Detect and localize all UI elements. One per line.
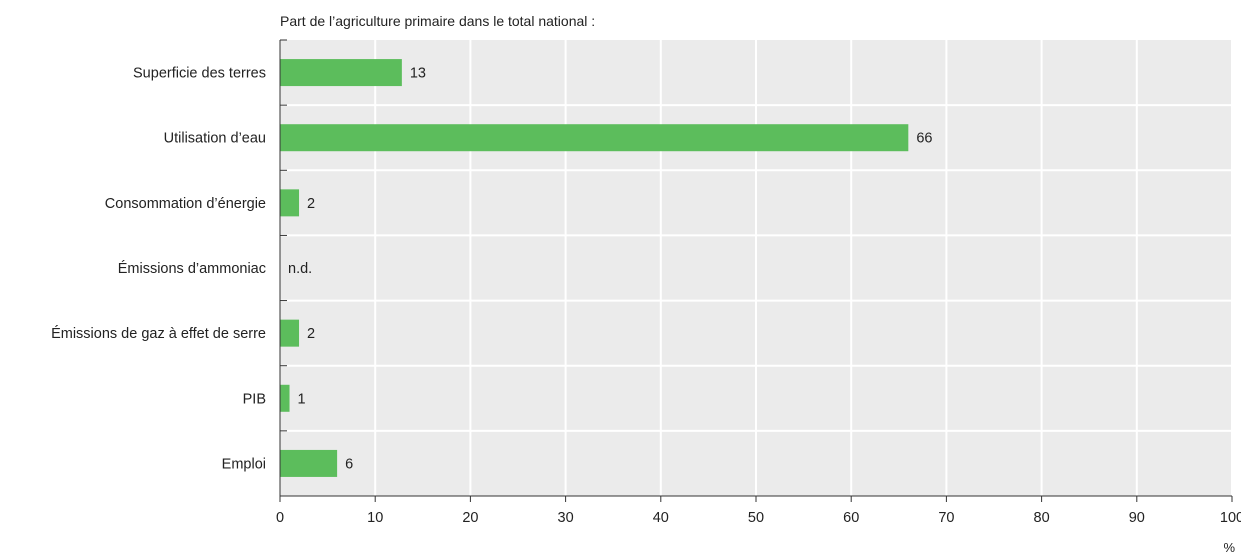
data-label: 1: [298, 391, 306, 407]
bar: [280, 59, 402, 87]
data-label: n.d.: [288, 261, 312, 277]
bar: [280, 319, 300, 347]
x-tick-label: 10: [367, 510, 383, 526]
bar: [280, 189, 300, 217]
x-tick-label: 70: [938, 510, 954, 526]
data-label: 6: [345, 456, 353, 472]
category-label: Émissions d’ammoniac: [118, 260, 266, 277]
x-tick-label: 20: [462, 510, 478, 526]
category-label: Emploi: [222, 456, 266, 472]
category-label: Émissions de gaz à effet de serre: [51, 325, 266, 342]
labels: 0 10 20 30 40 50 60 70 80 90 100 Superficie des ter…: [51, 66, 1241, 555]
x-axis-label: %: [1223, 540, 1235, 555]
x-tick-label: 60: [843, 510, 859, 526]
data-label: 2: [307, 196, 315, 212]
category-label: PIB: [243, 391, 266, 407]
gridlines: [280, 40, 1233, 496]
bars: [280, 59, 909, 477]
bar: [280, 124, 909, 152]
category-label: Utilisation d’eau: [164, 131, 266, 147]
category-label: Superficie des terres: [133, 66, 266, 82]
category-label: Consommation d’énergie: [105, 196, 266, 212]
x-tick-label: 0: [276, 510, 284, 526]
x-tick-label: 100: [1220, 510, 1241, 526]
data-label: 13: [410, 66, 426, 82]
bar: [280, 384, 290, 412]
chart-title: Part de l’agriculture primaire dans le t…: [280, 13, 596, 29]
x-tick-label: 40: [653, 510, 669, 526]
x-tick-label: 80: [1034, 510, 1050, 526]
axes: [279, 39, 1233, 502]
bar: [280, 449, 338, 477]
data-label: 2: [307, 326, 315, 342]
data-label: 66: [916, 131, 932, 147]
x-tick-label: 30: [558, 510, 574, 526]
x-tick-label: 90: [1129, 510, 1145, 526]
x-tick-label: 50: [748, 510, 764, 526]
